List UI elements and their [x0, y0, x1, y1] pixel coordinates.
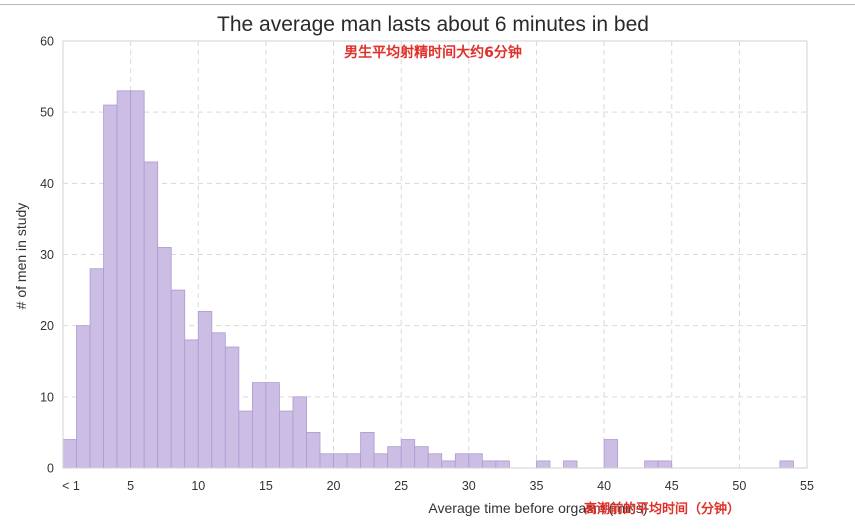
- histogram-bar: [373, 453, 389, 469]
- histogram-bar: [536, 460, 551, 469]
- histogram-bar: [143, 161, 159, 469]
- histogram-bar: [211, 332, 226, 469]
- histogram-bar: [644, 460, 659, 469]
- x-tick-label: 50: [732, 479, 746, 493]
- histogram-bar: [265, 382, 280, 469]
- histogram-bar: [657, 460, 673, 469]
- histogram-bar: [319, 453, 334, 469]
- x-tick-label: 55: [800, 479, 814, 493]
- histogram-bar: [76, 325, 91, 469]
- plot-border: [62, 40, 808, 469]
- x-tick-label: < 1: [62, 479, 80, 493]
- y-tick-label: 10: [40, 390, 54, 404]
- histogram-bar: [779, 460, 794, 469]
- histogram-bar: [157, 246, 172, 469]
- histogram-bar: [427, 453, 443, 469]
- histogram-bar: [62, 439, 77, 469]
- histogram-bar: [279, 410, 294, 469]
- top-divider: [0, 4, 855, 5]
- x-tick-label: 5: [127, 479, 134, 493]
- histogram-bar: [563, 460, 578, 469]
- histogram-bar: [333, 453, 348, 469]
- histogram-bar: [116, 90, 132, 469]
- histogram-bar: [306, 432, 321, 469]
- x-axis-label-annotation: 高潮前的平均时间（分钟）: [584, 501, 740, 517]
- y-tick-label: 30: [40, 248, 54, 262]
- histogram-bar: [454, 453, 470, 469]
- histogram-bar: [292, 396, 307, 469]
- y-tick-label: 0: [47, 462, 54, 476]
- y-axis-ticks: 0 10 20 30 40 50 60: [40, 35, 54, 476]
- y-tick-label: 50: [40, 106, 54, 120]
- histogram-bar: [495, 460, 510, 469]
- histogram-bar: [603, 439, 619, 469]
- histogram-bar: [360, 432, 375, 469]
- histogram-bar: [170, 289, 186, 469]
- x-tick-label: 15: [259, 479, 273, 493]
- plot-frame: [62, 40, 808, 469]
- x-tick-label: 20: [327, 479, 341, 493]
- chart-title: The average man lasts about 6 minutes in…: [217, 13, 649, 36]
- histogram-bars: [62, 90, 794, 469]
- x-tick-label: 25: [394, 479, 408, 493]
- x-tick-label: 35: [530, 479, 544, 493]
- histogram-bar: [184, 339, 199, 469]
- histogram-bar: [400, 439, 416, 469]
- histogram-bar: [238, 410, 253, 469]
- x-tick-label: 45: [665, 479, 679, 493]
- chart-subtitle-annotation: 男生平均射精时间大约6分钟: [344, 44, 522, 61]
- x-axis-ticks: < 1 5 10 15 20 25 30 35 40 45 50 55: [62, 479, 814, 493]
- histogram-bar: [414, 446, 429, 469]
- histogram-bar: [346, 453, 361, 469]
- histogram-bar: [103, 104, 118, 469]
- histogram-bar: [89, 268, 104, 469]
- y-tick-label: 20: [40, 319, 54, 333]
- histogram-bar: [468, 453, 483, 469]
- histogram-bar: [251, 382, 267, 469]
- y-tick-label: 60: [40, 35, 54, 49]
- histogram-bar: [481, 460, 497, 469]
- histogram-bar: [197, 311, 213, 469]
- y-axis-label: # of men in study: [13, 203, 29, 310]
- histogram-bar: [130, 90, 145, 469]
- x-tick-label: 40: [597, 479, 611, 493]
- x-axis-label: Average time before orgasm (mins): [428, 500, 647, 516]
- histogram-bar: [387, 446, 402, 469]
- histogram-bar: [441, 460, 456, 469]
- y-tick-label: 40: [40, 177, 54, 191]
- histogram-bar: [224, 346, 240, 469]
- x-tick-label: 10: [191, 479, 205, 493]
- x-tick-label: 30: [462, 479, 476, 493]
